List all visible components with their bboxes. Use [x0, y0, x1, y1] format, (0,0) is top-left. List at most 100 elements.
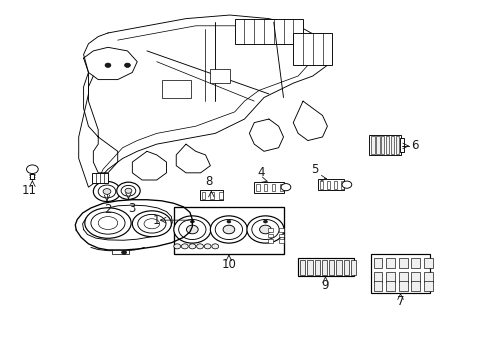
Circle shape	[125, 188, 132, 193]
Circle shape	[263, 220, 267, 223]
Bar	[410, 281, 419, 291]
Bar	[395, 136, 398, 154]
Bar	[267, 228, 272, 232]
Bar	[254, 182, 283, 193]
Circle shape	[204, 244, 211, 249]
Circle shape	[215, 220, 242, 239]
Bar	[398, 281, 407, 291]
Circle shape	[259, 225, 271, 234]
Circle shape	[103, 189, 111, 194]
Text: 1: 1	[153, 214, 160, 227]
Bar	[256, 184, 259, 192]
Circle shape	[251, 220, 279, 239]
Bar	[340, 181, 344, 189]
Circle shape	[93, 181, 121, 202]
Bar	[343, 260, 348, 275]
Ellipse shape	[84, 208, 131, 238]
Text: 6: 6	[410, 139, 417, 152]
Bar	[210, 192, 214, 199]
Circle shape	[246, 216, 284, 243]
Text: 9: 9	[321, 279, 328, 292]
Circle shape	[226, 220, 230, 223]
Bar	[210, 69, 229, 83]
Bar	[199, 190, 223, 201]
Circle shape	[281, 184, 290, 191]
Bar	[370, 253, 429, 293]
Bar	[386, 281, 394, 291]
Circle shape	[124, 63, 130, 67]
Circle shape	[196, 244, 203, 249]
Bar	[314, 260, 319, 275]
Ellipse shape	[91, 212, 125, 234]
Circle shape	[186, 225, 198, 234]
Text: 3: 3	[127, 202, 135, 215]
Bar	[385, 136, 388, 154]
Circle shape	[178, 220, 205, 239]
Bar	[423, 258, 432, 268]
Bar	[201, 192, 205, 199]
Bar	[326, 181, 329, 189]
Ellipse shape	[138, 215, 165, 233]
Bar	[298, 258, 353, 276]
Text: 11: 11	[21, 184, 37, 197]
Text: 5: 5	[310, 163, 318, 176]
Bar	[380, 136, 384, 154]
Bar	[321, 260, 326, 275]
Bar	[219, 192, 223, 199]
Circle shape	[181, 244, 188, 249]
Bar	[267, 234, 272, 237]
Bar	[328, 260, 334, 275]
Bar	[333, 181, 337, 189]
Bar	[278, 228, 283, 232]
Bar	[267, 239, 272, 243]
Bar	[336, 260, 341, 275]
Bar	[386, 272, 394, 282]
Bar	[390, 136, 393, 154]
Circle shape	[98, 185, 116, 198]
Circle shape	[190, 220, 194, 223]
Bar	[264, 184, 267, 192]
Text: 4: 4	[257, 166, 265, 179]
Text: 10: 10	[221, 258, 236, 271]
Bar	[319, 181, 323, 189]
Circle shape	[210, 216, 247, 243]
Bar	[300, 260, 305, 275]
Text: 2: 2	[104, 203, 111, 216]
Circle shape	[211, 244, 218, 249]
Bar	[278, 234, 283, 237]
Bar	[423, 281, 432, 291]
Circle shape	[341, 181, 351, 188]
Bar	[173, 207, 283, 253]
Bar	[92, 173, 108, 183]
Bar	[399, 138, 404, 152]
Circle shape	[121, 185, 136, 196]
Circle shape	[173, 244, 180, 249]
Circle shape	[189, 244, 195, 249]
Bar	[293, 33, 331, 65]
Ellipse shape	[132, 211, 171, 237]
Circle shape	[122, 251, 126, 254]
Bar	[398, 272, 407, 282]
Text: 7: 7	[396, 296, 404, 309]
Bar	[112, 249, 129, 254]
Circle shape	[173, 216, 210, 243]
Bar	[398, 258, 407, 268]
Bar	[373, 258, 382, 268]
Bar	[30, 174, 34, 179]
Bar	[410, 272, 419, 282]
Ellipse shape	[98, 217, 118, 229]
Bar	[370, 136, 374, 154]
Circle shape	[117, 182, 140, 199]
Bar	[368, 135, 400, 155]
Text: 8: 8	[205, 175, 213, 188]
Bar	[423, 272, 432, 282]
Bar	[279, 184, 283, 192]
Circle shape	[26, 165, 38, 174]
Bar	[306, 260, 312, 275]
Bar	[234, 19, 303, 44]
Ellipse shape	[144, 219, 159, 229]
Bar	[386, 258, 394, 268]
Bar	[271, 184, 275, 192]
Bar	[373, 281, 382, 291]
Circle shape	[223, 225, 234, 234]
